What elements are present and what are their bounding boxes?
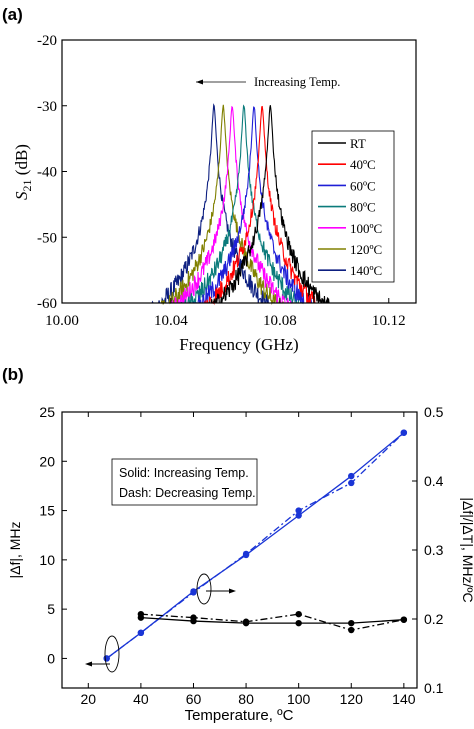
y-ticks-left-b: 0 5 10 15 20 25 bbox=[39, 404, 67, 666]
indicator-arrow-right-head bbox=[229, 588, 236, 594]
y-ticks-right-b: 0.1 0.2 0.3 0.4 0.5 bbox=[412, 404, 444, 696]
series-line bbox=[140, 616, 404, 624]
y-tick-label-a: -40 bbox=[37, 165, 57, 181]
x-tick-label-a: 10.04 bbox=[154, 313, 188, 329]
indicator-ellipse-right bbox=[196, 573, 212, 605]
x-tick-label-a: 10.08 bbox=[263, 313, 297, 329]
data-point bbox=[348, 472, 355, 480]
data-point bbox=[295, 619, 302, 627]
y-tick-label-right-b: 0.3 bbox=[424, 542, 444, 558]
x-tick-label-b: 20 bbox=[81, 691, 97, 707]
annotation-increasing-temp: Increasing Temp. bbox=[196, 75, 340, 89]
x-ticks-b: 20 40 60 80 100 120 140 bbox=[81, 412, 416, 707]
legend-box-b bbox=[111, 458, 258, 506]
data-point bbox=[348, 619, 355, 627]
panel-a: (a) 10.00 10.04 10.08 10.12 -60 -50 -40 -30 -20… bbox=[2, 5, 417, 354]
y-axis-label-right-b: |Δf|/|ΔT|, MHz/ºC bbox=[460, 497, 474, 602]
data-point bbox=[242, 618, 250, 625]
y-tick-label-a: -30 bbox=[37, 99, 57, 115]
legend-label: 60ºC bbox=[350, 178, 376, 193]
x-tick-label-b: 60 bbox=[186, 691, 202, 707]
data-point bbox=[348, 626, 355, 634]
x-tick-label-a: 10.00 bbox=[45, 313, 79, 329]
y-tick-label-right-b: 0.4 bbox=[424, 473, 444, 489]
left-axis-indicator bbox=[85, 635, 120, 673]
series-b bbox=[103, 429, 408, 662]
legend-a: RT 40ºC 60ºC 80ºC 100ºC 120ºC 140ºC bbox=[311, 130, 395, 283]
data-point bbox=[348, 479, 355, 487]
y-tick-label-left-b: 15 bbox=[39, 503, 55, 519]
data-point bbox=[137, 610, 145, 618]
x-tick-label-b: 120 bbox=[340, 691, 364, 707]
y-tick-label-left-b: 20 bbox=[39, 453, 55, 469]
legend-label: 100ºC bbox=[350, 221, 382, 236]
y-tick-label-right-b: 0.2 bbox=[424, 611, 444, 627]
data-point bbox=[295, 610, 302, 618]
y-tick-label-a: -20 bbox=[37, 33, 57, 49]
legend-line-solid: Solid: Increasing Temp. bbox=[119, 466, 249, 480]
data-point bbox=[400, 616, 408, 623]
legend-label: RT bbox=[350, 136, 366, 151]
legend-label: 120ºC bbox=[350, 242, 382, 257]
panel-a-label: (a) bbox=[2, 5, 23, 24]
data-point bbox=[400, 429, 408, 436]
x-tick-label-b: 100 bbox=[287, 691, 311, 707]
legend-label: 80ºC bbox=[350, 200, 376, 215]
annotation-text: Increasing Temp. bbox=[254, 75, 340, 89]
y-tick-label-a: -50 bbox=[37, 230, 57, 246]
y-axis-label-a: S21 (dB) bbox=[12, 144, 34, 200]
plot-frame-b bbox=[61, 411, 418, 689]
data-point bbox=[190, 589, 197, 596]
right-axis-indicator bbox=[196, 573, 236, 605]
y-tick-label-right-b: 0.5 bbox=[424, 404, 444, 420]
y-tick-label-left-b: 10 bbox=[39, 552, 55, 568]
legend-b: Solid: Increasing Temp. Dash: Decreasing… bbox=[111, 458, 258, 506]
x-tick-label-a: 10.12 bbox=[372, 313, 406, 329]
legend-label: 40ºC bbox=[350, 157, 376, 172]
panel-b-label: (b) bbox=[2, 365, 24, 384]
data-point bbox=[137, 629, 145, 636]
indicator-ellipse-left bbox=[104, 635, 120, 673]
x-tick-label-b: 40 bbox=[133, 691, 149, 707]
y-tick-label-right-b: 0.1 bbox=[424, 680, 444, 696]
data-point bbox=[242, 550, 250, 558]
data-point bbox=[103, 655, 110, 662]
x-tick-label-b: 80 bbox=[238, 691, 254, 707]
legend-label: 140ºC bbox=[350, 263, 382, 278]
data-point bbox=[295, 507, 302, 514]
x-ticks-a: 10.00 10.04 10.08 10.12 bbox=[45, 298, 406, 329]
data-point bbox=[295, 512, 302, 519]
annotation-arrowhead bbox=[196, 79, 203, 85]
x-axis-label-b: Temperature, ºC bbox=[185, 707, 294, 724]
legend-line-dash: Dash: Decreasing Temp. bbox=[119, 486, 256, 500]
y-tick-label-left-b: 25 bbox=[39, 404, 55, 420]
y-tick-label-left-b: 5 bbox=[47, 601, 55, 617]
data-point bbox=[190, 614, 197, 621]
y-axis-label-left-b: |Δf|, MHz bbox=[7, 521, 23, 578]
y-ticks-a: -60 -50 -40 -30 -20 bbox=[37, 33, 67, 312]
x-tick-label-b: 140 bbox=[392, 691, 416, 707]
y-tick-label-a: -60 bbox=[37, 296, 57, 312]
x-axis-label-a: Frequency (GHz) bbox=[179, 335, 298, 354]
y-tick-label-left-b: 0 bbox=[47, 650, 55, 666]
indicator-arrow-left-head bbox=[85, 661, 92, 667]
